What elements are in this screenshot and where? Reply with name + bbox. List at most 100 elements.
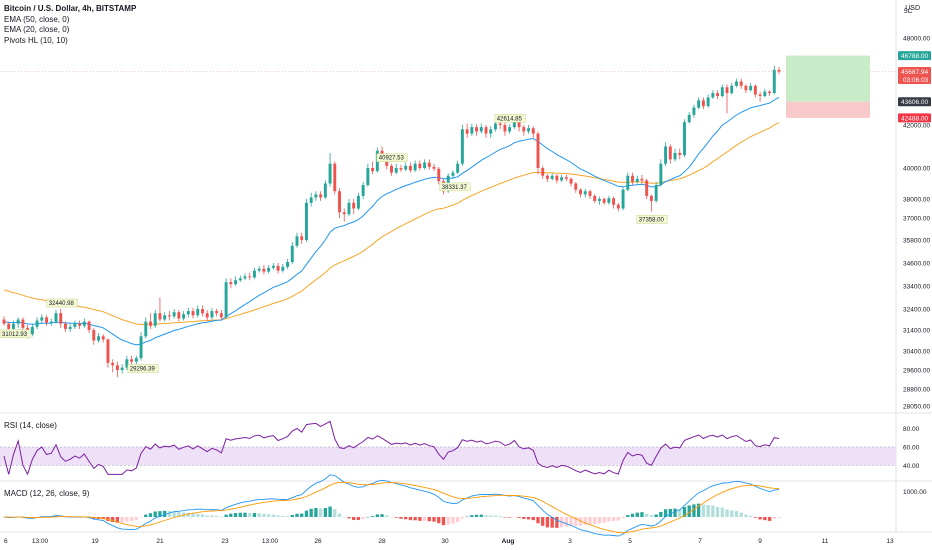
rsi-line — [3, 420, 780, 476]
candle-body — [97, 336, 100, 341]
candle-body — [144, 321, 148, 337]
macd-histogram-bar — [484, 515, 488, 517]
macd-histogram-bar — [640, 512, 644, 517]
macd-histogram-bar — [493, 515, 498, 517]
candle-body — [92, 330, 96, 341]
candle-body — [300, 236, 304, 240]
macd-histogram-bar — [531, 517, 535, 521]
candle-body — [616, 204, 620, 209]
price-tag-countdown: 03:06:03 — [903, 77, 929, 84]
time-tick-label: 21 — [156, 538, 164, 545]
macd-histogram-bar — [744, 514, 748, 517]
macd-histogram-bar — [266, 514, 271, 517]
macd-signal-line — [3, 481, 780, 534]
candle-body — [45, 317, 48, 323]
macd-histogram-bar — [134, 517, 138, 520]
candle-body — [290, 245, 294, 263]
candle-body — [531, 128, 535, 134]
macd-histogram-bar — [734, 511, 739, 517]
stop-loss-zone — [786, 101, 870, 118]
candle-body — [59, 313, 63, 324]
price-tag-box — [898, 67, 931, 85]
macd-histogram-bar — [333, 509, 337, 517]
macd-histogram-bar — [659, 511, 663, 517]
macd-histogram-bar — [167, 511, 172, 517]
macd-histogram-bar — [697, 503, 701, 517]
candle-body — [564, 177, 568, 179]
macd-histogram-bar — [314, 507, 318, 517]
candle-body — [522, 127, 526, 132]
candle-body — [668, 146, 672, 160]
candle-body — [673, 152, 677, 160]
candle-body — [35, 320, 39, 327]
candle-body — [149, 321, 152, 326]
macd-histogram-bar — [295, 513, 299, 517]
macd-histogram-bar — [285, 516, 290, 517]
macd-histogram-bar — [569, 517, 573, 526]
candle-body — [659, 163, 663, 186]
macd-histogram-bar — [673, 508, 677, 517]
price-tick-label: 38000.00 — [903, 197, 930, 204]
candle-body — [257, 268, 261, 271]
price-tag-box — [898, 51, 931, 61]
candle-body — [54, 313, 58, 322]
candle-body — [139, 336, 143, 359]
candle-body — [281, 266, 285, 271]
pivot-marker: 32440.98 — [46, 298, 78, 308]
macd-histogram-bar — [706, 504, 710, 517]
candle-body — [319, 194, 323, 198]
candle-body — [470, 127, 474, 134]
candle-body — [356, 195, 360, 209]
price-tag-box — [898, 97, 931, 107]
time-tick-label: Aug — [502, 538, 515, 545]
macd-line — [3, 474, 780, 537]
candle-body — [205, 313, 209, 318]
candle-body — [271, 265, 275, 268]
macd-histogram-bar — [772, 517, 776, 519]
macd-histogram-bar — [153, 511, 157, 517]
macd-histogram-bar — [63, 516, 68, 518]
macd-histogram-bar — [588, 517, 592, 525]
pivot-marker: 38331.37 — [439, 182, 471, 192]
candle-body — [323, 183, 327, 198]
ema50-label: EMA (50, close, 0) — [4, 14, 70, 24]
candle-body — [404, 165, 408, 170]
macd-tick-label: 1000.00 — [903, 489, 927, 496]
price-tag-stop: 42488.00 — [898, 113, 931, 123]
candle-body — [342, 212, 346, 215]
candle-body — [153, 313, 157, 326]
macd-histogram-bar — [715, 507, 720, 517]
candle-body — [68, 326, 72, 329]
pivot-box — [636, 215, 668, 224]
macd-histogram-bar — [309, 508, 313, 517]
candle-body — [465, 129, 469, 134]
price-tag-value: 46788.00 — [901, 53, 928, 60]
macd-histogram-bar — [645, 513, 649, 517]
candle-body — [635, 178, 639, 182]
candle-body — [560, 177, 564, 181]
macd-histogram-bar — [437, 517, 441, 524]
candle-body — [219, 313, 223, 318]
candle-body — [720, 87, 724, 96]
rsi-tick-label: 40.00 — [903, 463, 920, 470]
macd-histogram-bar — [418, 517, 422, 521]
candle-body — [744, 85, 748, 91]
candle-body — [701, 100, 705, 107]
candle-body — [7, 323, 11, 329]
candle-body — [739, 81, 743, 86]
macd-histogram-bar — [555, 517, 559, 528]
candle-body — [645, 180, 649, 196]
candle-body — [276, 265, 280, 271]
macd-histogram-bar — [196, 513, 200, 517]
price-tick-label: 28050.00 — [903, 404, 930, 411]
macd-histogram-bar — [262, 513, 266, 517]
macd-histogram-bar — [474, 514, 479, 517]
macd-histogram-bar — [422, 517, 427, 521]
macd-histogram-bar — [730, 510, 734, 517]
candle-body — [631, 175, 634, 182]
time-tick-label: 23 — [221, 538, 229, 545]
macd-histogram-bar — [456, 517, 460, 523]
candle-body — [437, 168, 441, 182]
